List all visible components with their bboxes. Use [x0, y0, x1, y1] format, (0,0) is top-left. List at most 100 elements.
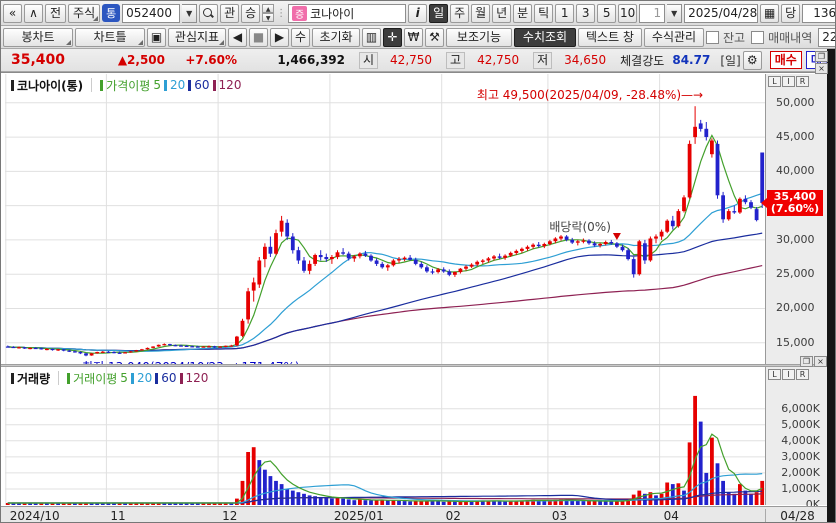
crosshair-button[interactable]: ✛ — [383, 27, 402, 47]
interval-10-button[interactable]: 10 — [618, 3, 638, 23]
axis-i-button[interactable]: I — [782, 369, 795, 380]
current-price-badge: 35,400 (7.60%) — [761, 189, 823, 216]
price-tick-label: 25,000 — [776, 267, 815, 281]
interval-custom-dropdown-arrow[interactable]: ▼ — [667, 3, 683, 23]
period-day-button[interactable]: 일 — [429, 3, 449, 23]
legend-vol-ma20: 20 — [136, 371, 153, 385]
axis-l-button[interactable]: L — [768, 76, 781, 87]
volume-tick-label: 3,000K — [781, 449, 820, 463]
interval-3-button[interactable]: 3 — [576, 3, 596, 23]
high-price: 42,750 — [477, 53, 520, 67]
period-year-button[interactable]: 년 — [492, 3, 512, 23]
period-week-button[interactable]: 주 — [450, 3, 470, 23]
search-button[interactable] — [199, 3, 219, 23]
period-month-button[interactable]: 월 — [471, 3, 491, 23]
volume-tick-label: 6,000K — [781, 401, 820, 415]
time-tick-label: 04 — [663, 509, 679, 523]
restore-icon[interactable]: ❐ — [800, 356, 813, 367]
su-button[interactable]: 수 — [291, 27, 310, 47]
legend-vol-ma120: 120 — [185, 371, 209, 385]
stepper-up-icon[interactable]: ▲ — [262, 4, 275, 13]
restore-icon[interactable]: ❐ — [815, 51, 828, 62]
main-chart-svg[interactable]: 최고 49,500(2025/04/09, -28.48%)—→←—최저 13,… — [5, 74, 765, 374]
price-tick-label: 50,000 — [776, 95, 815, 109]
axis-corner-date: 04/28 — [765, 509, 829, 522]
current-price: 35,400 — [10, 52, 65, 68]
legend-ma5: 5 — [153, 78, 161, 92]
calendar-icon: ▦ — [763, 5, 776, 20]
axis-l-button[interactable]: L — [768, 369, 781, 380]
tools-button[interactable]: ⚒ — [425, 27, 444, 47]
buy-button[interactable]: 매수 — [769, 51, 802, 69]
interval-1-button[interactable]: 1 — [555, 3, 575, 23]
text-window-button[interactable]: 텍스트 창 — [578, 27, 642, 47]
interval-custom-value[interactable]: 1 — [639, 3, 666, 23]
stock-code-input[interactable]: 052400 — [122, 3, 181, 23]
axis-i-button[interactable]: I — [782, 76, 795, 87]
watchlist-button[interactable]: 관 — [220, 3, 240, 23]
formula-manager-button[interactable]: 수식관리 — [644, 27, 704, 47]
interval-5-button[interactable]: 5 — [597, 3, 617, 23]
axis-r-button[interactable]: R — [796, 76, 809, 87]
grid-chart-button[interactable]: ▥ — [362, 27, 381, 47]
tong-icon[interactable]: 통 — [102, 4, 121, 22]
assist-function-button[interactable]: 보조기능 — [446, 27, 512, 47]
interest-indicator-button[interactable]: 관심지표 — [168, 27, 226, 47]
period-minute-button[interactable]: 분 — [513, 3, 533, 23]
time-tick-label: 12 — [222, 509, 238, 523]
high-label: 고 — [446, 51, 466, 69]
scroll-right-button[interactable]: ▶ — [270, 27, 289, 47]
value-inquiry-button[interactable]: 수치조회 — [514, 27, 576, 47]
settings-button[interactable]: ⚙ — [742, 50, 762, 70]
all-market-button[interactable]: 전 — [45, 3, 67, 23]
vol-ma60-marker-icon — [155, 372, 159, 384]
strength-value: 84.77 — [672, 53, 711, 67]
right-edge-strip — [827, 49, 835, 522]
seung-button[interactable]: 승 — [241, 3, 261, 23]
calendar-button[interactable]: ▦ — [760, 3, 780, 23]
stock-name-combo[interactable]: 증 코나아이 — [288, 3, 407, 23]
volume-axis-scale-buttons: L I R — [768, 369, 809, 380]
reset-button[interactable]: 초기화 — [312, 27, 360, 47]
open-price: 42,750 — [390, 53, 433, 67]
date-input[interactable]: 2025/04/28 — [684, 3, 759, 23]
toolbar-primary: « ∧ 전 주식 통 052400 ▼ 관 승 ▲ ▼ ⋮ 증 코나아이 i 일 … — [1, 1, 835, 26]
asset-type-dropdown[interactable]: 주식 — [68, 3, 101, 23]
account-number-field[interactable]: 220-22-2 — [818, 27, 835, 47]
nav-back-button[interactable]: « — [3, 3, 22, 23]
close-icon[interactable]: × — [814, 356, 827, 367]
chart-template-button[interactable]: 차트틀 — [75, 27, 145, 47]
time-tick-label: 02 — [445, 509, 461, 523]
code-stepper[interactable]: ▲ ▼ — [262, 4, 275, 22]
scroll-stop-button[interactable]: ■ — [249, 27, 268, 47]
volume-chart[interactable] — [5, 367, 765, 505]
scroll-left-button[interactable]: ◀ — [228, 27, 247, 47]
main-price-chart[interactable]: 최고 49,500(2025/04/09, -28.48%)—→←—최저 13,… — [5, 74, 765, 374]
pane-divider[interactable] — [1, 364, 829, 367]
legend-ma120: 120 — [218, 78, 242, 92]
period-tick-button[interactable]: 틱 — [534, 3, 554, 23]
nav-up-button[interactable]: ∧ — [24, 3, 43, 23]
wrench-icon: ⚒ — [429, 29, 440, 44]
close-icon[interactable]: × — [815, 63, 828, 74]
balance-checkbox[interactable] — [706, 30, 719, 44]
badge-percent: (7.60%) — [770, 201, 820, 215]
candle-chart-type-button[interactable]: 봉차트 — [3, 27, 73, 47]
badge-price: 35,400 — [773, 189, 817, 203]
dang-button[interactable]: 당 — [781, 3, 801, 23]
gear-icon: ⚙ — [746, 52, 758, 67]
stepper-down-icon[interactable]: ▼ — [262, 13, 275, 22]
toolbar-chart-tools: 봉차트 차트틀 ▣ 관심지표 ◀ ■ ▶ 수 초기화 ▥ ✛ ₩ ⚒ 보조기능 … — [1, 26, 835, 49]
axis-r-button[interactable]: R — [796, 369, 809, 380]
volume-chart-svg[interactable] — [5, 367, 765, 505]
save-button[interactable]: ▣ — [147, 27, 166, 47]
candle-count-input[interactable]: 136 — [802, 3, 835, 23]
trade-history-checkbox[interactable] — [751, 30, 765, 44]
time-tick-label: 03 — [551, 509, 568, 523]
stock-code-dropdown-arrow[interactable]: ▼ — [182, 3, 198, 23]
stock-info-button[interactable]: i — [408, 3, 428, 23]
main-chart-legend: 코나아이(통) 가격이평 5 20 60 120 — [7, 76, 241, 94]
search-icon — [203, 7, 214, 19]
volume-axis: 0K 1,000K 2,000K 3,000K 4,000K 5,000K 6,000K — [765, 367, 829, 511]
won-scale-button[interactable]: ₩ — [404, 27, 423, 47]
